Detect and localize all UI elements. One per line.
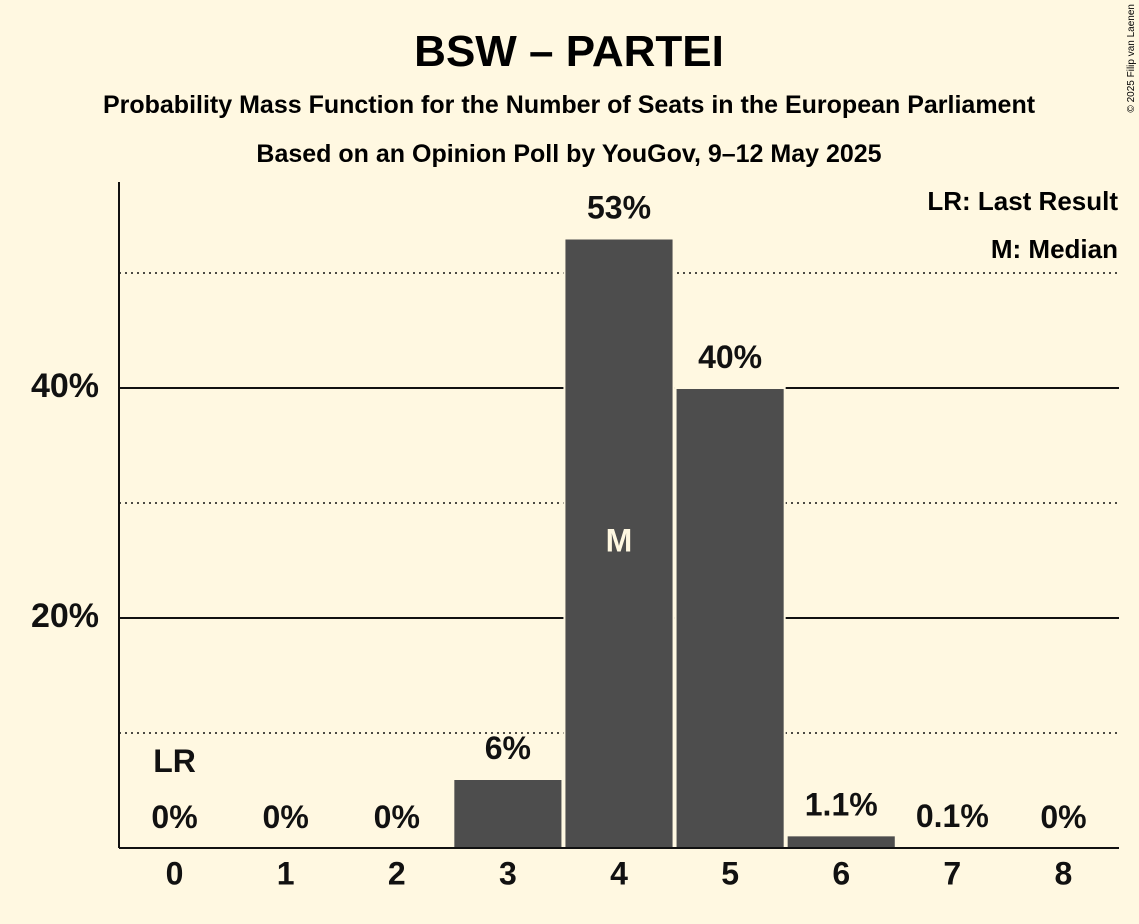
bar-4: [563, 237, 675, 849]
x-tick-0: 0: [166, 855, 184, 891]
legend-last-result: LR: Last Result: [927, 186, 1118, 216]
y-tick-label: 40%: [31, 367, 99, 405]
x-tick-5: 5: [721, 855, 739, 891]
data-label-8: 0%: [1040, 799, 1086, 835]
bar-5: [674, 387, 786, 849]
y-tick-label: 20%: [31, 597, 99, 635]
y-tick-labels: 20% 40%: [31, 367, 99, 635]
chart-subtitle-source: Based on an Opinion Poll by YouGov, 9–12…: [256, 140, 881, 168]
data-label-7: 0.1%: [916, 798, 989, 834]
data-label-2: 0%: [374, 799, 420, 835]
chart-subtitle: Probability Mass Function for the Number…: [103, 91, 1036, 119]
x-tick-6: 6: [832, 855, 850, 891]
data-label-5: 40%: [698, 339, 762, 375]
x-tick-4: 4: [610, 855, 628, 891]
last-result-marker: LR: [153, 743, 196, 779]
bar-6: [785, 834, 897, 849]
legend-median: M: Median: [991, 234, 1118, 264]
chart-title: BSW – PARTEI: [414, 27, 724, 76]
data-label-1: 0%: [263, 799, 309, 835]
data-label-0: 0%: [151, 799, 197, 835]
bar-3: [452, 778, 564, 849]
median-marker: M: [606, 523, 633, 559]
x-tick-7: 7: [943, 855, 961, 891]
data-labels: 0% 0% 0% 6% 53% 40% 1.1% 0.1% 0% LR M: [151, 190, 1086, 836]
data-label-4: 53%: [587, 190, 651, 226]
data-label-6: 1.1%: [805, 786, 878, 822]
x-tick-labels: 0 1 2 3 4 5 6 7 8: [166, 855, 1073, 891]
bars: [452, 237, 1008, 849]
x-tick-3: 3: [499, 855, 517, 891]
copyright-text: © 2025 Filip van Laenen: [1126, 4, 1137, 113]
data-label-3: 6%: [485, 730, 531, 766]
x-tick-8: 8: [1055, 855, 1073, 891]
x-tick-2: 2: [388, 855, 406, 891]
x-tick-1: 1: [277, 855, 295, 891]
